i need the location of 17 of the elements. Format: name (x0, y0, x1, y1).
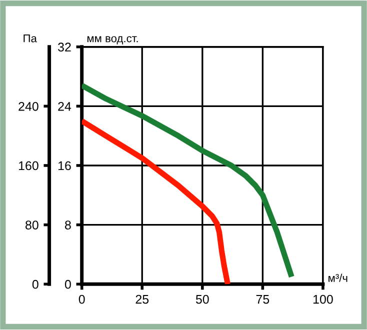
x-axis-title: м³/ч (328, 274, 348, 282)
x-tick-label: 0 (78, 294, 85, 304)
y2-tick-label: 240 (18, 102, 38, 111)
x-tick-label: 75 (256, 295, 270, 304)
y2-axis-title: Па (24, 34, 37, 42)
y2-tick-label: 0 (32, 280, 38, 289)
x-tick-label: 25 (136, 294, 149, 304)
y-tick-label: 24 (58, 102, 72, 111)
y-axis-title: мм вод.ст. (87, 36, 138, 44)
x-tick-label: 100 (313, 294, 333, 304)
x-tick-label: 50 (196, 294, 209, 304)
y-tick-label: 32 (58, 42, 71, 52)
y-tick-label: 0 (64, 280, 71, 289)
y-tick-label: 8 (65, 220, 71, 230)
y-tick-label: 16 (58, 161, 71, 170)
y2-tick-label: 80 (26, 220, 38, 230)
y2-tick-label: 160 (18, 161, 38, 170)
